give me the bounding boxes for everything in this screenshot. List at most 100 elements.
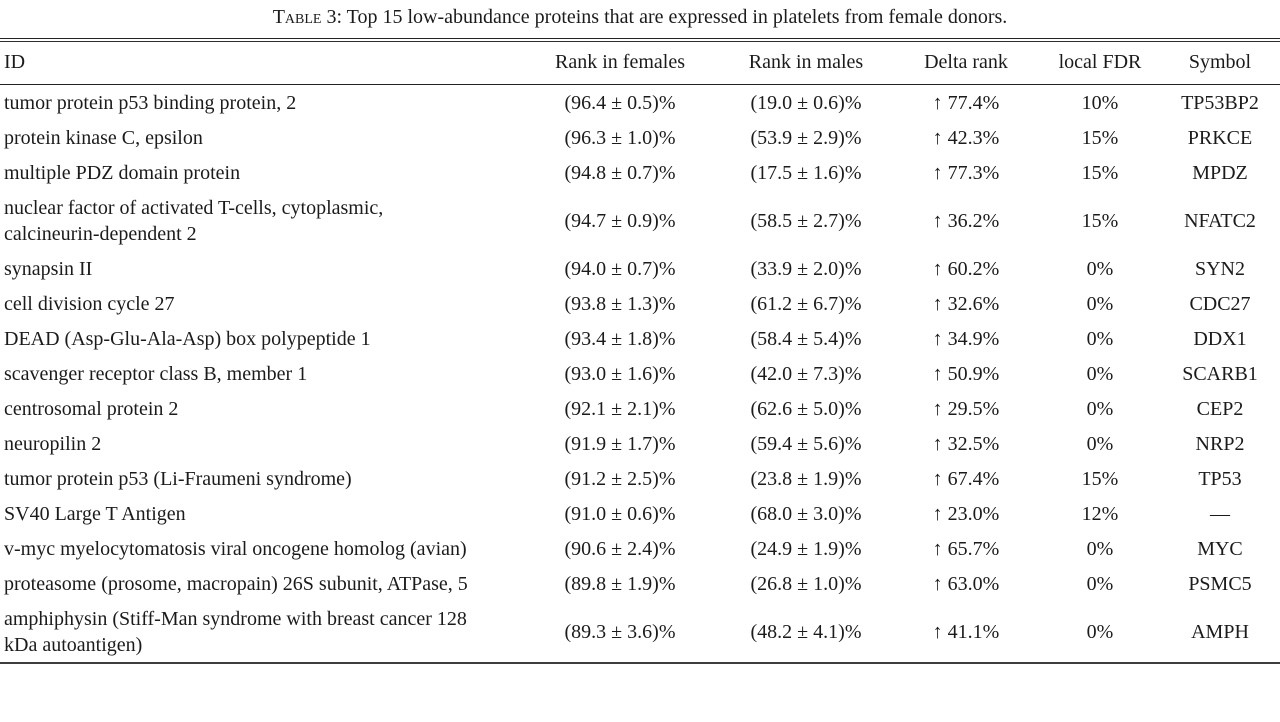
cell-symbol: CDC27 (1189, 292, 1251, 315)
cell-symbol: AMPH (1191, 620, 1249, 643)
table-row: synapsin II (94.0 ± 0.7)% (33.9 ± 2.0)% ↑ 6… (0, 251, 1280, 286)
cell-rank-in-males: (24.9 ± 1.9)% (750, 537, 862, 560)
table-row: multiple PDZ domain protein (94.8 ± 0.7)%… (0, 155, 1280, 190)
cell-delta-rank: ↑ 65.7% (932, 537, 1000, 560)
table-row: tumor protein p53 (Li-Fraumeni syndrome)… (0, 461, 1280, 496)
cell-local-fdr: 0% (1086, 292, 1114, 315)
table-row: proteasome (prosome, macropain) 26S subu… (0, 566, 1280, 601)
cell-symbol: NFATC2 (1184, 209, 1256, 232)
cell-rank-in-females: (96.3 ± 1.0)% (564, 126, 676, 149)
table-row: nuclear factor of activated T-cells, cyt… (0, 190, 1280, 251)
cell-local-fdr: 15% (1081, 467, 1119, 490)
cell-local-fdr: 0% (1086, 572, 1114, 595)
cell-symbol: SYN2 (1194, 257, 1245, 280)
cell-id: centrosomal protein 2 (4, 397, 179, 420)
cell-rank-in-males: (17.5 ± 1.6)% (750, 161, 862, 184)
column-header-id: ID (0, 42, 520, 85)
cell-delta-rank: ↑ 32.5% (932, 432, 1000, 455)
table-caption-text: Top 15 low-abundance proteins that are e… (342, 6, 1008, 28)
cell-rank-in-females: (92.1 ± 2.1)% (564, 397, 676, 420)
table-row: v-myc myelocytomatosis viral oncogene ho… (0, 531, 1280, 566)
table-top-rule (0, 38, 1280, 42)
cell-id: DEAD (Asp-Glu-Ala-Asp) box polypeptide 1 (4, 327, 371, 350)
cell-local-fdr: 0% (1086, 537, 1114, 560)
cell-delta-rank: ↑ 42.3% (932, 126, 1000, 149)
cell-rank-in-males: (68.0 ± 3.0)% (750, 502, 862, 525)
cell-delta-rank: ↑ 36.2% (932, 209, 1000, 232)
cell-id: cell division cycle 27 (4, 292, 175, 315)
cell-delta-rank: ↑ 77.4% (932, 91, 1000, 114)
column-header-rank-in-females: Rank in females (520, 42, 720, 85)
column-header-delta-rank: Delta rank (892, 42, 1040, 85)
cell-rank-in-females: (94.7 ± 0.9)% (564, 209, 676, 232)
cell-symbol: TP53 (1198, 467, 1242, 490)
cell-id: synapsin II (4, 257, 93, 280)
cell-id: protein kinase C, epsilon (4, 126, 203, 149)
table-caption-label: Table 3: (272, 6, 343, 28)
cell-rank-in-females: (96.4 ± 0.5)% (564, 91, 676, 114)
cell-symbol: PRKCE (1187, 126, 1253, 149)
table-row: tumor protein p53 binding protein, 2 (96.… (0, 85, 1280, 121)
table-row: SV40 Large T Antigen (91.0 ± 0.6)% (68.0 ±… (0, 496, 1280, 531)
cell-symbol: MPDZ (1192, 161, 1248, 184)
cell-rank-in-males: (23.8 ± 1.9)% (750, 467, 862, 490)
cell-local-fdr: 12% (1081, 502, 1119, 525)
table-bottom-rule (0, 662, 1280, 664)
cell-delta-rank: ↑ 60.2% (932, 257, 1000, 280)
cell-rank-in-males: (19.0 ± 0.6)% (750, 91, 862, 114)
cell-id: proteasome (prosome, macropain) 26S subu… (4, 572, 468, 595)
cell-local-fdr: 15% (1081, 209, 1119, 232)
cell-rank-in-females: (90.6 ± 2.4)% (564, 537, 676, 560)
cell-rank-in-males: (53.9 ± 2.9)% (750, 126, 862, 149)
cell-delta-rank: ↑ 34.9% (932, 327, 1000, 350)
cell-symbol: NRP2 (1195, 432, 1245, 455)
cell-local-fdr: 15% (1081, 126, 1119, 149)
header-row: ID Rank in females Rank in males Delta r… (0, 42, 1280, 85)
cell-id: multiple PDZ domain protein (4, 161, 241, 184)
cell-symbol: MYC (1197, 537, 1243, 560)
column-header-rank-in-males: Rank in males (720, 42, 892, 85)
cell-id: SV40 Large T Antigen (4, 502, 186, 525)
cell-delta-rank: ↑ 67.4% (932, 467, 1000, 490)
cell-id: nuclear factor of activated T-cells, cyt… (4, 196, 384, 245)
table-row: cell division cycle 27 (93.8 ± 1.3)% (61.2… (0, 286, 1280, 321)
cell-rank-in-males: (61.2 ± 6.7)% (750, 292, 862, 315)
column-header-local-fdr: local FDR (1040, 42, 1160, 85)
data-table: ID Rank in females Rank in males Delta r… (0, 42, 1280, 662)
cell-local-fdr: 0% (1086, 362, 1114, 385)
cell-local-fdr: 0% (1086, 257, 1114, 280)
cell-rank-in-males: (62.6 ± 5.0)% (750, 397, 862, 420)
cell-rank-in-females: (89.8 ± 1.9)% (564, 572, 676, 595)
cell-symbol: SCARB1 (1182, 362, 1258, 385)
cell-rank-in-males: (58.5 ± 2.7)% (750, 209, 862, 232)
cell-rank-in-females: (93.8 ± 1.3)% (564, 292, 676, 315)
cell-id: amphiphysin (Stiff-Man syndrome with bre… (4, 607, 467, 656)
cell-id: neuropilin 2 (4, 432, 102, 455)
cell-local-fdr: 0% (1086, 620, 1114, 643)
cell-symbol: CEP2 (1196, 397, 1244, 420)
cell-rank-in-females: (93.4 ± 1.8)% (564, 327, 676, 350)
table-row: DEAD (Asp-Glu-Ala-Asp) box polypeptide 1… (0, 321, 1280, 356)
cell-rank-in-males: (42.0 ± 7.3)% (750, 362, 862, 385)
cell-id: tumor protein p53 binding protein, 2 (4, 91, 297, 114)
cell-rank-in-females: (89.3 ± 3.6)% (564, 620, 676, 643)
table-body: tumor protein p53 binding protein, 2 (96.… (0, 85, 1280, 663)
cell-local-fdr: 0% (1086, 432, 1114, 455)
cell-delta-rank: ↑ 77.3% (932, 161, 1000, 184)
cell-rank-in-females: (91.9 ± 1.7)% (564, 432, 676, 455)
table-row: scavenger receptor class B, member 1 (93.… (0, 356, 1280, 391)
cell-rank-in-females: (94.8 ± 0.7)% (564, 161, 676, 184)
cell-rank-in-females: (94.0 ± 0.7)% (564, 257, 676, 280)
cell-local-fdr: 15% (1081, 161, 1119, 184)
cell-id: scavenger receptor class B, member 1 (4, 362, 308, 385)
cell-rank-in-males: (48.2 ± 4.1)% (750, 620, 862, 643)
table-row: neuropilin 2 (91.9 ± 1.7)% (59.4 ± 5.6)% ↑ … (0, 426, 1280, 461)
cell-local-fdr: 0% (1086, 327, 1114, 350)
cell-rank-in-females: (91.2 ± 2.5)% (564, 467, 676, 490)
cell-delta-rank: ↑ 63.0% (932, 572, 1000, 595)
cell-delta-rank: ↑ 41.1% (932, 620, 1000, 643)
cell-rank-in-males: (26.8 ± 1.0)% (750, 572, 862, 595)
table-row: protein kinase C, epsilon (96.3 ± 1.0)% (5… (0, 120, 1280, 155)
cell-id: tumor protein p53 (Li-Fraumeni syndrome) (4, 467, 352, 490)
